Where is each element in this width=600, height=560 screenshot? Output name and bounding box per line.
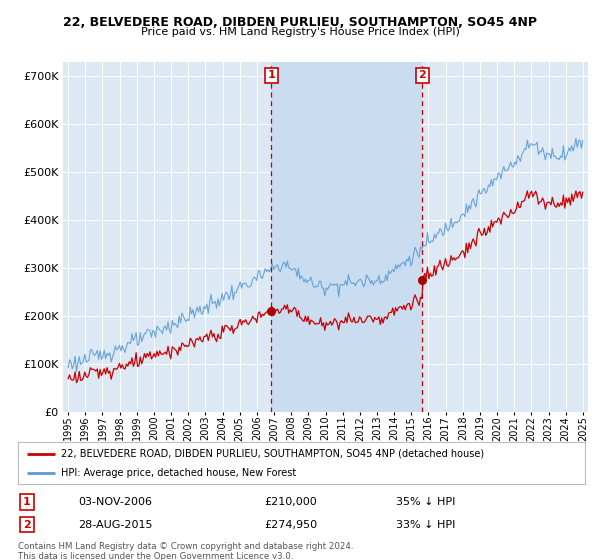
Bar: [271, 62, 422, 412]
Text: 33% ↓ HPI: 33% ↓ HPI: [396, 520, 455, 530]
Text: HPI: Average price, detached house, New Forest: HPI: Average price, detached house, New …: [61, 468, 296, 478]
Text: 2: 2: [23, 520, 31, 530]
Text: 22, BELVEDERE ROAD, DIBDEN PURLIEU, SOUTHAMPTON, SO45 4NP: 22, BELVEDERE ROAD, DIBDEN PURLIEU, SOUT…: [63, 16, 537, 29]
Text: Contains HM Land Registry data © Crown copyright and database right 2024.
This d: Contains HM Land Registry data © Crown c…: [18, 542, 353, 560]
Text: £274,950: £274,950: [264, 520, 317, 530]
Text: Price paid vs. HM Land Registry's House Price Index (HPI): Price paid vs. HM Land Registry's House …: [140, 27, 460, 37]
Text: 22, BELVEDERE ROAD, DIBDEN PURLIEU, SOUTHAMPTON, SO45 4NP (detached house): 22, BELVEDERE ROAD, DIBDEN PURLIEU, SOUT…: [61, 449, 484, 459]
Text: 28-AUG-2015: 28-AUG-2015: [78, 520, 152, 530]
Text: 2: 2: [419, 71, 427, 80]
Text: 03-NOV-2006: 03-NOV-2006: [78, 497, 152, 507]
Text: 35% ↓ HPI: 35% ↓ HPI: [396, 497, 455, 507]
Text: 1: 1: [268, 71, 275, 80]
Text: £210,000: £210,000: [264, 497, 317, 507]
Text: 1: 1: [23, 497, 31, 507]
